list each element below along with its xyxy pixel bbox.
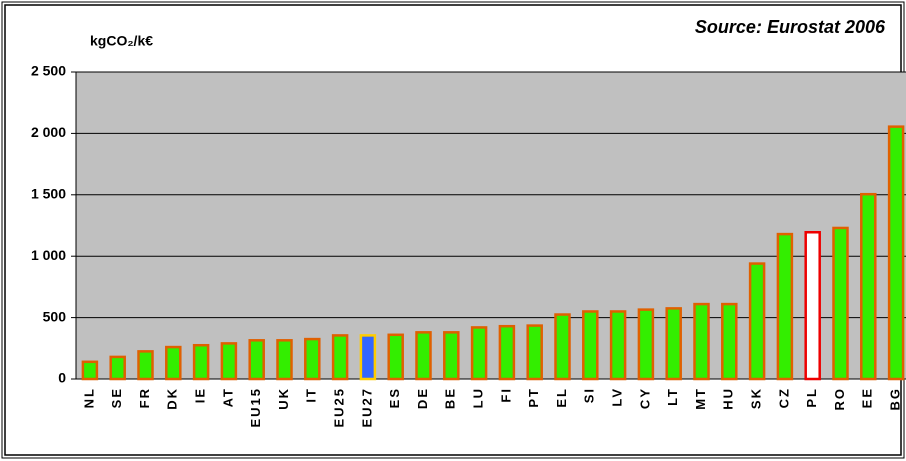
x-tick-label: RO	[832, 387, 847, 411]
bar	[470, 326, 488, 381]
bar	[582, 310, 599, 381]
bar	[192, 343, 210, 381]
x-tick-label: NL	[81, 387, 96, 408]
y-tick-label: 0	[58, 370, 66, 386]
x-tick-label: FR	[137, 387, 152, 408]
y-axis-label: kgCO₂/k€	[90, 33, 153, 49]
bar	[415, 331, 432, 381]
x-tick-label: LU	[471, 387, 486, 408]
bar	[637, 308, 655, 381]
bar	[81, 360, 99, 381]
y-tick-label: 1 500	[31, 186, 66, 202]
x-tick-label: SE	[109, 387, 124, 408]
x-tick-label: EU27	[359, 387, 374, 428]
x-tick-label: IE	[193, 387, 208, 403]
x-tick-label: SK	[749, 387, 764, 409]
bar	[665, 307, 682, 381]
x-tick-label: IT	[304, 387, 319, 403]
x-tick-label: HU	[721, 387, 736, 410]
bar	[359, 334, 377, 381]
chart-title: Source: Eurostat 2006	[695, 17, 886, 37]
bar	[220, 342, 238, 381]
bar	[331, 334, 349, 381]
x-tick-label: AT	[220, 387, 235, 407]
y-tick-label: 500	[43, 308, 67, 324]
y-tick-label: 2 000	[31, 124, 66, 140]
bar	[165, 345, 182, 381]
x-tick-label: CZ	[776, 387, 791, 408]
x-tick-label: BG	[888, 387, 903, 411]
bar	[748, 262, 766, 381]
bar	[693, 302, 710, 381]
y-tick-label: 1 000	[31, 247, 66, 263]
x-tick-label: EU25	[332, 387, 347, 428]
x-tick-label: EU15	[248, 387, 263, 428]
x-tick-label: SI	[582, 387, 597, 403]
bar	[721, 302, 738, 381]
bar	[137, 350, 154, 381]
x-tick-label: PL	[804, 387, 819, 408]
x-tick-label: UK	[276, 387, 291, 410]
x-tick-label: LV	[610, 387, 625, 407]
plot-area	[76, 72, 906, 379]
x-tick-label: EL	[554, 387, 569, 408]
bar	[609, 310, 627, 381]
x-tick-label: MT	[693, 387, 708, 410]
bar	[276, 339, 293, 381]
x-tick-label: BE	[443, 387, 458, 409]
bar	[443, 331, 460, 381]
bar	[498, 324, 516, 381]
y-tick-label: 2 500	[31, 63, 66, 79]
bar	[554, 313, 571, 381]
x-tick-label: ES	[387, 387, 402, 408]
bar	[526, 324, 543, 381]
x-tick-label: EE	[860, 387, 875, 408]
bar	[804, 231, 821, 381]
bar	[776, 232, 794, 381]
x-tick-label: DK	[165, 387, 180, 410]
bar	[832, 226, 849, 381]
x-tick-label: PT	[526, 387, 541, 408]
bar	[887, 125, 905, 381]
x-tick-label: CY	[637, 387, 652, 409]
bar	[304, 337, 321, 381]
x-tick-label: FI	[498, 387, 513, 403]
bar	[860, 192, 877, 381]
x-tick-label: DE	[415, 387, 430, 409]
bar	[109, 355, 126, 381]
bar	[248, 339, 265, 381]
bar	[387, 333, 404, 381]
x-tick-label: LT	[665, 387, 680, 406]
